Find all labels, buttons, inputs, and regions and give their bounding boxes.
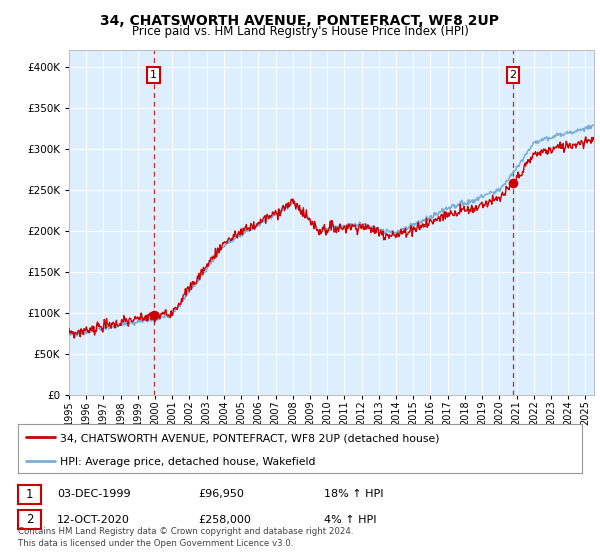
Text: 1: 1 [150,70,157,80]
Text: HPI: Average price, detached house, Wakefield: HPI: Average price, detached house, Wake… [60,458,316,468]
Text: 34, CHATSWORTH AVENUE, PONTEFRACT, WF8 2UP (detached house): 34, CHATSWORTH AVENUE, PONTEFRACT, WF8 2… [60,433,440,444]
Text: 1: 1 [26,488,33,501]
Text: £258,000: £258,000 [198,515,251,525]
Text: 2: 2 [509,70,517,80]
Text: 4% ↑ HPI: 4% ↑ HPI [324,515,377,525]
Text: 18% ↑ HPI: 18% ↑ HPI [324,489,383,500]
Text: 34, CHATSWORTH AVENUE, PONTEFRACT, WF8 2UP: 34, CHATSWORTH AVENUE, PONTEFRACT, WF8 2… [101,14,499,28]
Text: £96,950: £96,950 [198,489,244,500]
Text: 03-DEC-1999: 03-DEC-1999 [57,489,131,500]
Text: 2: 2 [26,513,33,526]
Text: 12-OCT-2020: 12-OCT-2020 [57,515,130,525]
Text: Contains HM Land Registry data © Crown copyright and database right 2024.
This d: Contains HM Land Registry data © Crown c… [18,527,353,548]
Text: Price paid vs. HM Land Registry's House Price Index (HPI): Price paid vs. HM Land Registry's House … [131,25,469,38]
